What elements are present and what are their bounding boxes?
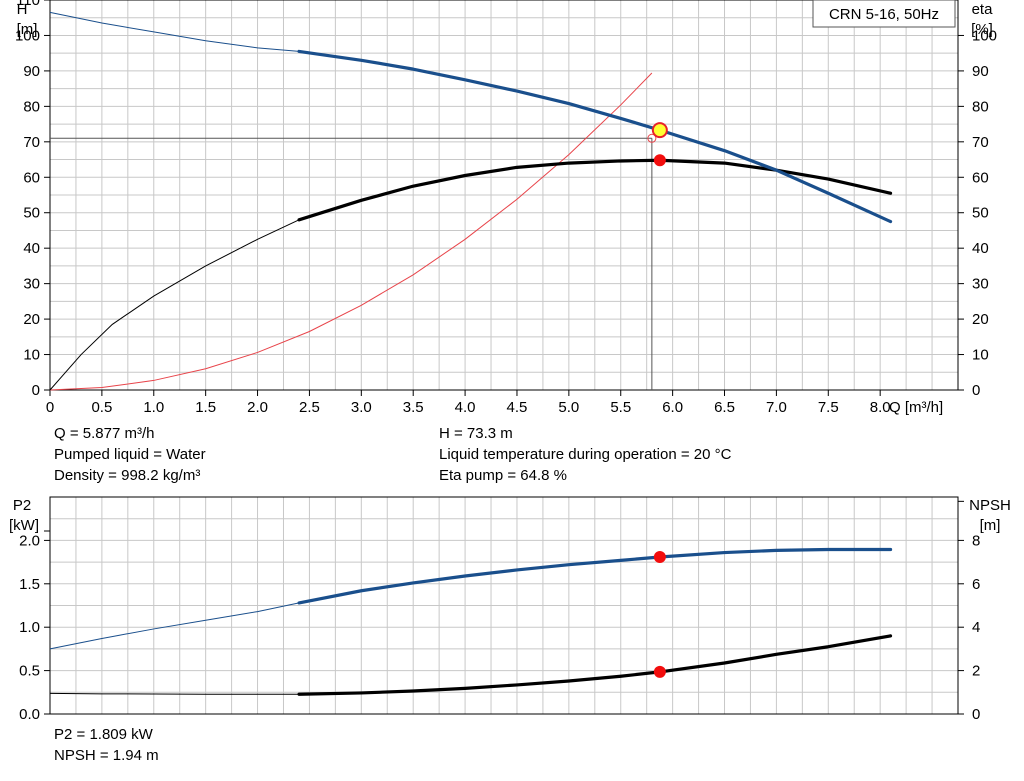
flow-readout: Q = 5.877 m³/h <box>54 425 155 442</box>
top-right-tick-label: 90 <box>972 63 989 80</box>
head-readout: H = 73.3 m <box>439 425 513 442</box>
top-left-tick-label: 80 <box>23 98 40 115</box>
x-tick-label: 5.5 <box>610 399 631 416</box>
head-curve-bold <box>297 49 893 224</box>
top-right-tick-label: 0 <box>972 382 980 399</box>
top-right-tick-label: 30 <box>972 276 989 293</box>
x-tick-label: 2.0 <box>247 399 268 416</box>
bottom-plot-frame <box>49 496 959 715</box>
left-axis-label-h: H <box>17 1 28 18</box>
power-curve-thin <box>49 602 300 650</box>
top-right-tick-label: 40 <box>972 240 989 257</box>
liquid-temperature-readout: Liquid temperature during operation = 20… <box>439 446 732 463</box>
top-right-tick-label: 50 <box>972 205 989 222</box>
pumped-liquid-readout: Pumped liquid = Water <box>54 446 206 463</box>
system-intersection-marker <box>647 133 657 143</box>
npsh-duty-point <box>653 665 666 678</box>
x-tick-label: 0 <box>46 399 54 416</box>
top-left-tick-label: 50 <box>23 205 40 222</box>
x-tick-label: 0.5 <box>91 399 112 416</box>
bottom-right-tick-label: 8 <box>972 532 980 549</box>
bottom-left-tick-label: 0.5 <box>19 663 40 680</box>
top-right-tick-label: 80 <box>972 98 989 115</box>
x-tick-label: 7.5 <box>818 399 839 416</box>
x-tick-label: 6.0 <box>662 399 683 416</box>
x-tick-label: 1.0 <box>143 399 164 416</box>
npsh-axis-unit: [m] <box>980 517 1001 534</box>
chart-title: CRN 5-16, 50Hz <box>829 6 939 23</box>
bottom-right-tick-label: 6 <box>972 576 980 593</box>
top-left-tick-label: 20 <box>23 311 40 328</box>
npsh-curve-bold <box>297 634 893 696</box>
x-tick-label: 2.5 <box>299 399 320 416</box>
bottom-left-tick-label: 2.0 <box>19 532 40 549</box>
right-axis-unit-percent: [%] <box>971 21 993 38</box>
x-axis-label: Q [m³/h] <box>889 399 943 416</box>
top-right-tick-label: 10 <box>972 347 989 364</box>
top-plot-frame <box>49 0 959 391</box>
top-left-tick-label: 10 <box>23 347 40 364</box>
top-left-tick-label: 0 <box>32 382 40 399</box>
x-tick-label: 5.0 <box>558 399 579 416</box>
top-left-tick-label: 60 <box>23 169 40 186</box>
x-tick-label: 4.5 <box>507 399 528 416</box>
x-tick-label: 7.0 <box>766 399 787 416</box>
right-axis-label-eta: eta <box>972 1 994 18</box>
x-tick-label: 3.5 <box>403 399 424 416</box>
x-tick-label: 6.5 <box>714 399 735 416</box>
top-left-tick-label: 100 <box>15 27 40 44</box>
x-tick-label: 1.5 <box>195 399 216 416</box>
chart-title-box <box>812 0 956 28</box>
top-right-tick-label: 20 <box>972 311 989 328</box>
x-tick-label: 3.0 <box>351 399 372 416</box>
bottom-right-tick-label: 2 <box>972 663 980 680</box>
x-tick-label: 4.0 <box>455 399 476 416</box>
top-left-tick-label: 40 <box>23 240 40 257</box>
p2-duty-point <box>653 550 666 563</box>
top-left-tick-label: 110 <box>16 0 40 9</box>
bottom-left-tick-label: 1.0 <box>19 619 40 636</box>
npsh-axis-label: NPSH <box>969 497 1011 514</box>
eta-duty-point <box>653 154 666 167</box>
efficiency-curve-thin <box>49 219 300 391</box>
left-axis-unit-m: [m] <box>17 21 38 38</box>
npsh-readout: NPSH = 1.94 m <box>54 747 159 764</box>
bottom-left-tick-label: 0.0 <box>19 706 40 723</box>
p2-readout: P2 = 1.809 kW <box>54 726 153 743</box>
top-left-tick-label: 30 <box>23 276 40 293</box>
top-left-tick-label: 90 <box>23 63 40 80</box>
bottom-right-tick-label: 4 <box>972 619 980 636</box>
top-right-tick-label: 60 <box>972 169 989 186</box>
head-duty-point <box>651 122 668 139</box>
density-readout: Density = 998.2 kg/m³ <box>54 467 201 484</box>
p2-axis-label: P2 <box>13 497 31 514</box>
top-left-tick-label: 70 <box>23 134 40 151</box>
head-curve-thin <box>49 11 300 52</box>
bottom-left-tick-label: 1.5 <box>19 576 40 593</box>
efficiency-curve-bold <box>297 158 893 222</box>
npsh-curve-thin <box>49 692 300 695</box>
bottom-right-tick-label: 0 <box>972 706 980 723</box>
top-right-tick-label: 70 <box>972 134 989 151</box>
power-curve-bold <box>297 547 893 605</box>
system-curve <box>49 72 653 391</box>
x-tick-label: 8.0 <box>870 399 891 416</box>
top-right-tick-label: 100 <box>972 27 997 44</box>
eta-pump-readout: Eta pump = 64.8 % <box>439 467 567 484</box>
p2-axis-unit: [kW] <box>9 517 39 534</box>
